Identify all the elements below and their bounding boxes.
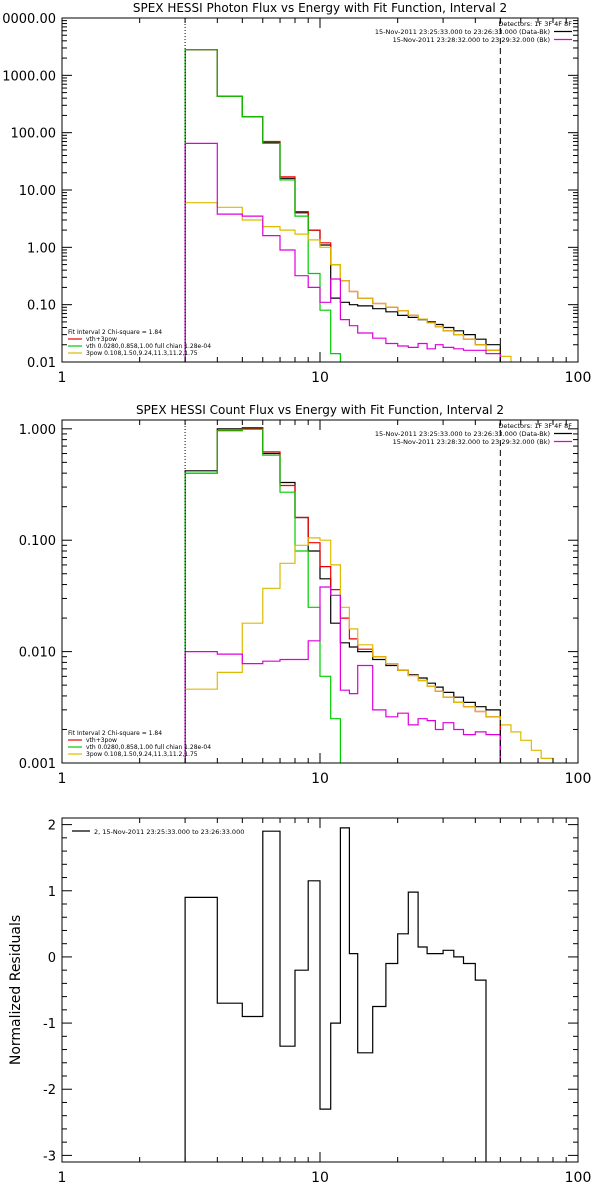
x-tick-label: 100 (565, 1170, 592, 1186)
y-tick-label: 1000.00 (2, 69, 56, 84)
series-group (184, 427, 554, 763)
y-tick-label: -1 (43, 1017, 56, 1032)
series-line-data-bk (184, 427, 501, 763)
series-line-vth-3pow (184, 428, 501, 763)
series-line-residuals (184, 827, 487, 1162)
legend-entry: 15-Nov-2011 23:25:33.000 to 23:26:33.000… (375, 28, 550, 36)
series-group (184, 49, 512, 362)
panel-2: SPEX HESSI Count Flux vs Energy with Fit… (19, 403, 592, 787)
y-tick-label: 1.00 (27, 241, 56, 256)
series-line-bk (184, 142, 501, 362)
y-tick-label: 100.00 (11, 127, 57, 142)
y-tick-label: 1 (48, 885, 56, 900)
x-tick-label: 10 (311, 1170, 329, 1186)
legend-entry: vth+3pow (86, 737, 117, 744)
series-line-3pow (184, 537, 554, 763)
y-tick-label: 0.001 (19, 757, 56, 772)
series-group (184, 827, 487, 1162)
panel-3: 1 10 100 -3 -2 -1 0 1 2 Normalized Residuals 2, 15… (8, 817, 592, 1186)
series-line-3pow (184, 202, 512, 362)
y-tick-label: 0.01 (27, 356, 56, 371)
y-axis-label: Normalized Residuals (8, 915, 24, 1065)
legend-entry: 3pow 0.108,1.50,9.24,11.3,11.2,1.75 (86, 350, 198, 357)
legend-entry: 3pow 0.108,1.50,9.24,11.3,11.2,1.75 (86, 751, 198, 758)
x-tick-label: 100 (565, 370, 592, 386)
x-tick-label: 10 (311, 771, 329, 787)
legend-entry: vth 0.0280,0.858,1.00 full chian 1.28e-0… (86, 343, 211, 350)
legend-entry: vth+3pow (86, 336, 117, 343)
panel-1: SPEX HESSI Photon Flux vs Energy with Fi… (2, 1, 591, 386)
legend-entry: 15-Nov-2011 23:28:32.000 to 23:29:32.000… (393, 36, 550, 44)
series-line-vth (184, 428, 341, 763)
y-tick-label: -2 (43, 1083, 56, 1098)
chart-title: SPEX HESSI Photon Flux vs Energy with Fi… (133, 1, 507, 15)
y-tick-label: 0.010 (19, 646, 56, 661)
y-tick-label: 10.00 (19, 184, 56, 199)
legend-entry: vth 0.0280,0.858,1.00 full chian 1.28e-0… (86, 744, 211, 751)
fit-info-label: Fit Interval 2 Chi-square = 1.84 (68, 730, 162, 737)
x-tick-label: 1 (58, 370, 67, 386)
y-tick-label: 2 (48, 819, 56, 834)
y-tick-label: 0000.00 (2, 12, 56, 27)
series-line-vth (184, 49, 341, 362)
y-tick-label: 0 (48, 951, 56, 966)
legend-entry: 15-Nov-2011 23:28:32.000 to 23:29:32.000… (393, 438, 550, 446)
series-line-bk (184, 586, 501, 763)
chart-title: SPEX HESSI Count Flux vs Energy with Fit… (136, 403, 504, 417)
y-tick-label: 1.000 (19, 423, 56, 438)
x-tick-label: 1 (58, 1170, 67, 1186)
x-tick-label: 1 (58, 771, 67, 787)
y-tick-label: 0.100 (19, 534, 56, 549)
legend-entry: Detectors: 1F 3F 4F 8F (498, 20, 572, 28)
y-tick-label: 0.10 (27, 299, 56, 314)
legend-entry: Detectors: 1F 3F 4F 8F (498, 422, 572, 430)
x-tick-label: 10 (311, 370, 329, 386)
legend-entry: 2, 15-Nov-2011 23:25:33.000 to 23:26:33.… (94, 828, 244, 836)
y-tick-label: -3 (43, 1149, 56, 1164)
x-tick-label: 100 (565, 771, 592, 787)
fit-info-label: Fit Interval 2 Chi-square = 1.84 (68, 329, 162, 336)
legend-entry: 15-Nov-2011 23:25:33.000 to 23:26:33.000… (375, 430, 550, 438)
